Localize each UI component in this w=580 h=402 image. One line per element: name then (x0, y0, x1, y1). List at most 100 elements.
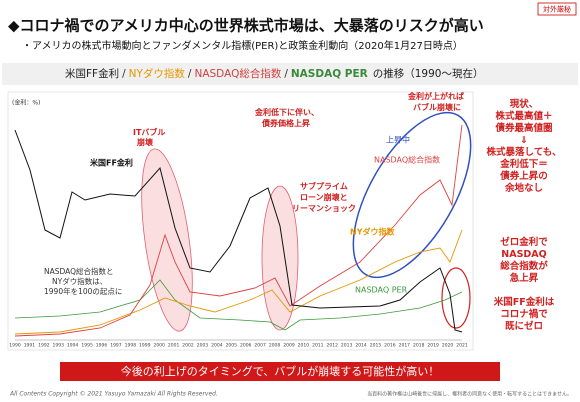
annotation-line: リーマンショック (292, 203, 356, 213)
chart: (金利：%) ITバブル崩壊 米国FF金利 金利低下に伴い、債券価格上昇 サブプ… (7, 91, 474, 351)
x-tick-label: 2014 (355, 343, 367, 349)
x-tick-label: 2010 (298, 343, 310, 349)
side-note-line: コロナ禍で (500, 308, 548, 320)
x-tick-label: 1997 (110, 343, 122, 349)
notice: 当資料の著作権は山崎養世に帰属し、権利者の同意なく使用・転写することはできません… (367, 391, 572, 398)
x-tick-label: 2001 (168, 343, 180, 349)
x-tick-label: 2012 (326, 343, 338, 349)
x-tick-label: 1995 (81, 343, 93, 349)
side-note-line: 現状、 (510, 98, 539, 110)
annotation-line: NYダウ指数は、 (52, 276, 107, 286)
x-tick-label: 2021 (456, 343, 468, 349)
x-tick-label: 2013 (341, 343, 353, 349)
x-tick-label: 2015 (370, 343, 382, 349)
side-note: 米国FF金利はコロナ禍で既にゼロ (493, 296, 555, 332)
side-note-line: 既にゼロ (505, 320, 543, 332)
banner-part: NASDAQ PER (291, 68, 368, 80)
annotation-line: ITバブル (133, 127, 165, 137)
side-note-line: 余地なし (504, 182, 543, 194)
x-tick-label: 2006 (240, 343, 252, 349)
x-tick-label: 1994 (67, 343, 79, 349)
side-note-line: NASDAQ (501, 249, 546, 260)
highlight (261, 185, 299, 331)
banner: 米国FF金利 / NYダウ指数 / NASDAQ総合指数 / NASDAQ PER の推移（1… (65, 67, 483, 80)
x-tick-label: 2004 (211, 343, 223, 349)
annotation: NASDAQ総合指数 (374, 155, 440, 165)
annotation: 上昇中 (386, 135, 410, 145)
nasdaq-line (14, 124, 463, 337)
ff-rate-line (14, 129, 463, 333)
unit: (金利：%) (12, 99, 40, 107)
x-tick-label: 2016 (384, 343, 396, 349)
side-note-line: 債券上昇の (499, 170, 548, 182)
banner-part: / (122, 68, 126, 80)
annotation: NYダウ指数 (350, 227, 395, 237)
annotation-line: バブル崩壊に (413, 102, 461, 112)
x-tick-label: 2011 (312, 343, 324, 349)
copyright: All Contents Copyright © 2021 Yasuyo Yam… (9, 391, 218, 398)
annotation-line: 金利低下に伴い、 (254, 107, 319, 117)
banner-part: NYダウ指数 (129, 67, 186, 80)
x-tick-label: 2008 (269, 343, 281, 349)
message: 今後の利上げのタイミングで、バブルが崩壊する可能性が高い！ (121, 364, 440, 378)
annotation-line: 1990年を100の起点に (44, 286, 122, 296)
side-note-line: 金利低下＝ (499, 158, 548, 170)
annotation: NASDAQ総合指数と NYダウ指数は、 1990年を100の起点に (44, 266, 122, 296)
banner-part: / (188, 68, 192, 80)
banner-part: NASDAQ総合指数 (194, 67, 281, 80)
x-tick-label: 1996 (96, 343, 108, 349)
side-note-line: ゼロ金利で (500, 236, 548, 248)
side-note-line: 急上昇 (510, 272, 539, 284)
annotation: 米国FF金利 (89, 158, 133, 168)
annotation: ITバブル崩壊 (133, 127, 165, 147)
highlight (352, 111, 472, 279)
subtitle: ・アメリカの株式市場動向とファンダメンタル指標(PER)と政策金利動向（2020… (22, 39, 463, 52)
x-tick-label: 1990 (9, 343, 21, 349)
side-note-line: ⇓ (520, 135, 528, 146)
annotation-line: サブプライム (300, 181, 348, 191)
message-box (60, 362, 500, 381)
x-tick-label: 2020 (442, 343, 454, 349)
annotation-line: NASDAQ総合指数と (44, 266, 114, 276)
side-note: 現状、株式最高値＋債券最高値圏⇓株式暴落しても、金利低下＝債券上昇の余地なし (487, 98, 562, 194)
x-tick-label: 1993 (53, 343, 65, 349)
annotation: 金利低下に伴い、債券価格上昇 (254, 107, 319, 128)
dow-line (14, 229, 463, 335)
side-note-line: 株式暴落しても、 (487, 146, 562, 158)
x-tick-label: 2002 (182, 343, 194, 349)
annotation: 金利が上がればバブル崩壊に (407, 91, 464, 112)
x-tick-label: 2005 (226, 343, 238, 349)
x-tick-label: 2018 (413, 343, 425, 349)
banner-bg (2, 63, 578, 85)
side-note-line: 総合指数が (500, 260, 548, 272)
x-tick-label: 2007 (254, 343, 266, 349)
side-note: ゼロ金利で NASDAQ 総合指数が急上昇 (500, 236, 548, 284)
banner-part: / (284, 68, 288, 80)
x-tick-label: 1991 (24, 343, 36, 349)
side-note-line: 債券最高値圏 (494, 122, 552, 134)
annotation-line: ローン崩壊と (300, 192, 348, 202)
badge-box (537, 2, 577, 16)
annotation-line: 金利が上がれば (407, 91, 464, 101)
x-tick-label: 1998 (125, 343, 137, 349)
annotation-line: 債券価格上昇 (261, 118, 310, 128)
annotation: NASDAQ PER (355, 286, 408, 295)
side-note-line: 米国FF金利は (493, 296, 555, 308)
annotation-line: 崩壊 (137, 137, 154, 147)
x-tick-label: 1999 (139, 343, 151, 349)
x-tick-label: 1992 (38, 343, 50, 349)
annotation: サブプライムローン崩壊とリーマンショック (292, 181, 356, 213)
x-tick-label: 2019 (427, 343, 439, 349)
highlight (441, 267, 471, 329)
title: ◆コロナ禍でのアメリカ中心の世界株式市場は、大暴落のリスクが高い (8, 17, 484, 35)
side-note-line: 株式最高値＋ (495, 110, 552, 122)
banner-part: 米国FF金利 (65, 67, 119, 80)
x-tick-label: 2017 (399, 343, 411, 349)
x-tick-label: 2000 (153, 343, 165, 349)
per-line (14, 279, 463, 331)
x-tick-label: 2003 (197, 343, 209, 349)
badge: 対外厳秘 (543, 5, 571, 14)
banner-part: の推移（1990～現在） (373, 67, 484, 80)
x-tick-label: 2009 (283, 343, 295, 349)
